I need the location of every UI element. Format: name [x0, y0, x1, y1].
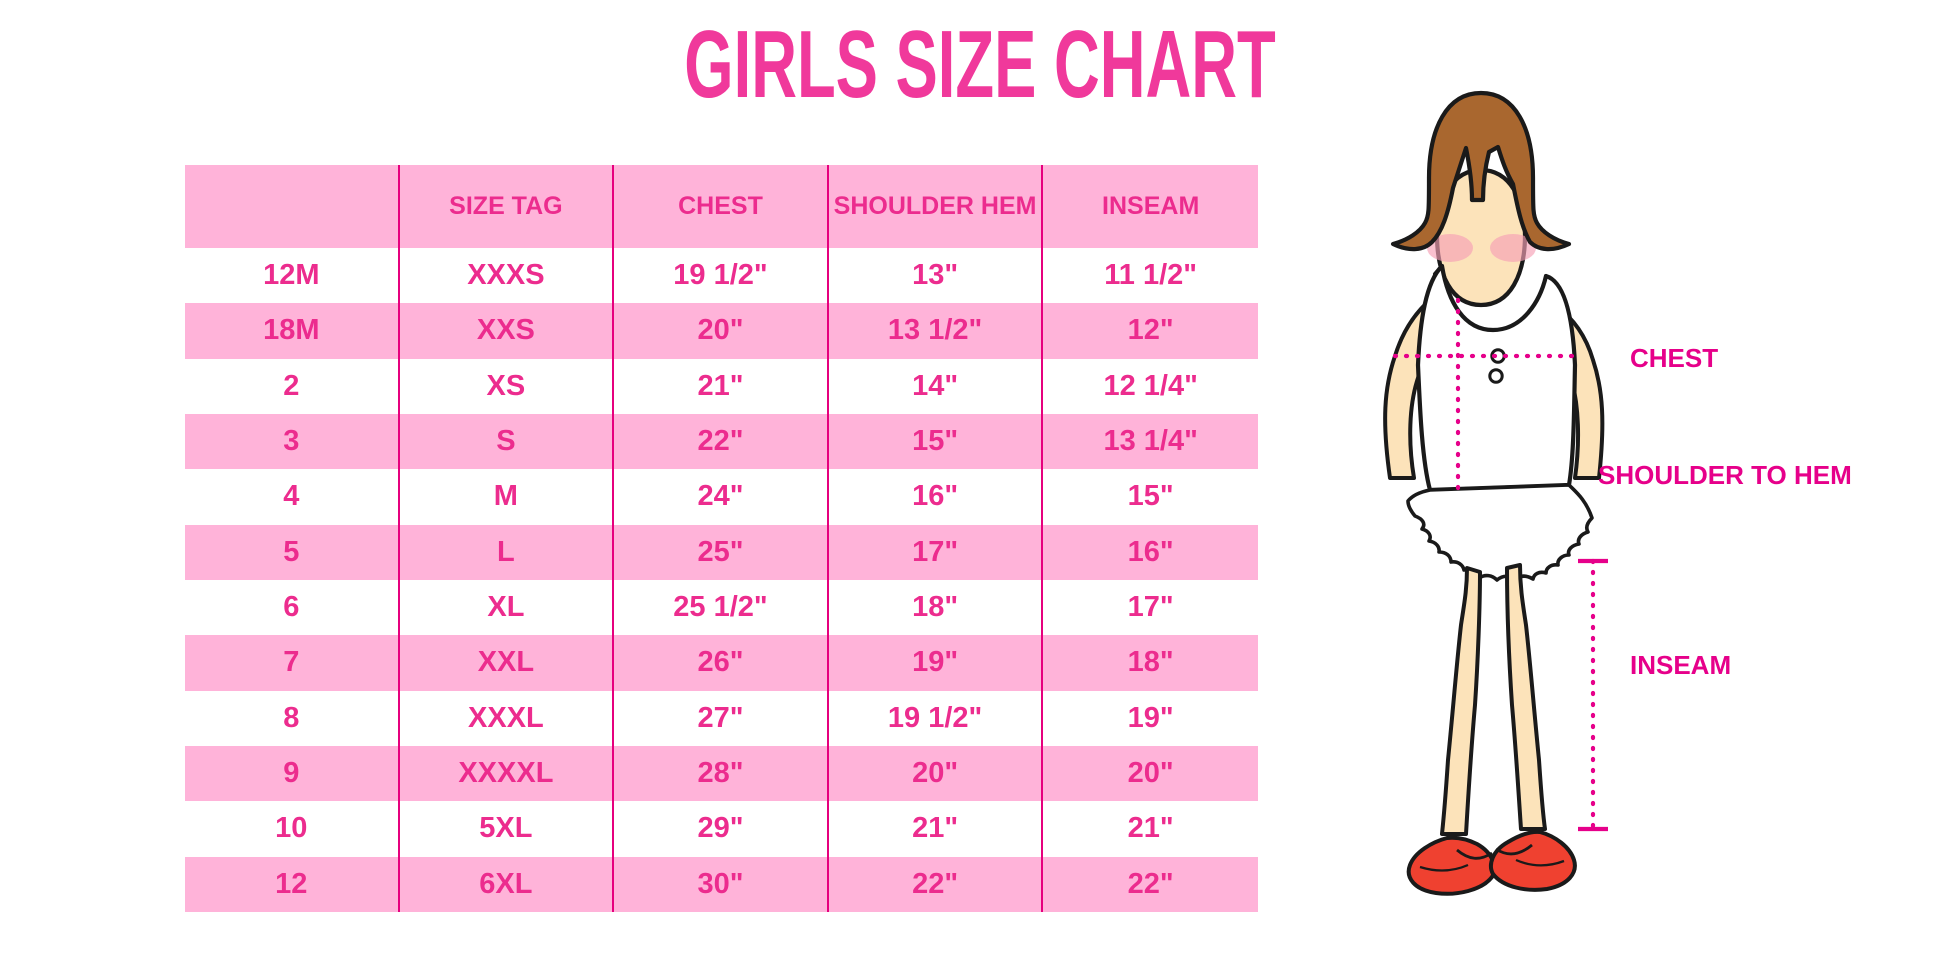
svg-text:INSEAM: INSEAM	[1630, 650, 1731, 680]
svg-text:CHEST: CHEST	[1630, 343, 1718, 373]
svg-text:SHOULDER TO HEM: SHOULDER TO HEM	[1598, 460, 1852, 490]
